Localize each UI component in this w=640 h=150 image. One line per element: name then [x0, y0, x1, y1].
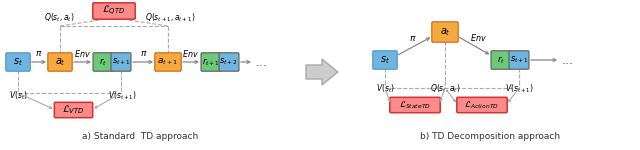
Text: $\mathcal{L}_{QTD}$: $\mathcal{L}_{QTD}$ — [102, 4, 125, 18]
Text: $V(s_t)$: $V(s_t)$ — [376, 82, 394, 95]
FancyBboxPatch shape — [54, 102, 93, 118]
Text: b) TD Decomposition approach: b) TD Decomposition approach — [420, 132, 560, 141]
FancyBboxPatch shape — [201, 53, 221, 71]
FancyBboxPatch shape — [509, 51, 529, 69]
Text: $a_{t+1}$: $a_{t+1}$ — [157, 57, 179, 67]
FancyBboxPatch shape — [457, 97, 507, 113]
FancyBboxPatch shape — [93, 3, 135, 19]
Text: $V(s_{t+1})$: $V(s_{t+1})$ — [108, 89, 136, 102]
FancyBboxPatch shape — [48, 53, 72, 71]
FancyBboxPatch shape — [155, 53, 181, 71]
Text: a) Standard  TD approach: a) Standard TD approach — [82, 132, 198, 141]
Polygon shape — [306, 59, 338, 85]
FancyBboxPatch shape — [6, 53, 30, 71]
Text: $\mathcal{L}_{VTD}$: $\mathcal{L}_{VTD}$ — [62, 104, 84, 116]
Text: $Env$: $Env$ — [74, 48, 91, 59]
Text: $r_t$: $r_t$ — [99, 56, 107, 68]
Text: $\pi$: $\pi$ — [35, 50, 43, 58]
Text: ...: ... — [562, 54, 574, 66]
Text: $Env$: $Env$ — [470, 32, 486, 43]
FancyBboxPatch shape — [390, 97, 440, 113]
Text: $\mathcal{L}_{ActionTD}$: $\mathcal{L}_{ActionTD}$ — [465, 99, 500, 111]
Text: $Env$: $Env$ — [182, 48, 199, 59]
Text: ...: ... — [256, 56, 268, 69]
Text: $\pi$: $\pi$ — [140, 50, 147, 58]
Text: $s_{t+2}$: $s_{t+2}$ — [220, 57, 239, 67]
Text: $Q(s_{t+1}, a_{t+1})$: $Q(s_{t+1}, a_{t+1})$ — [145, 12, 195, 24]
Text: $\mathcal{L}_{StateTD}$: $\mathcal{L}_{StateTD}$ — [399, 99, 431, 111]
Text: $Q(s_t, a_t)$: $Q(s_t, a_t)$ — [44, 12, 74, 24]
Text: $Q(s_t, a_t)$: $Q(s_t, a_t)$ — [429, 82, 460, 95]
FancyBboxPatch shape — [111, 53, 131, 71]
Text: $s_t$: $s_t$ — [380, 54, 390, 66]
FancyBboxPatch shape — [432, 22, 458, 42]
Text: $s_t$: $s_t$ — [13, 56, 23, 68]
Text: $\pi$: $\pi$ — [409, 34, 417, 43]
Text: $s_{t+1}$: $s_{t+1}$ — [509, 55, 529, 65]
Text: $V(s_{t+1})$: $V(s_{t+1})$ — [504, 82, 533, 95]
Text: $a_t$: $a_t$ — [54, 56, 65, 68]
Text: $r_t$: $r_t$ — [497, 54, 505, 66]
FancyBboxPatch shape — [219, 53, 239, 71]
FancyBboxPatch shape — [372, 51, 397, 69]
Text: $r_{t+1}$: $r_{t+1}$ — [202, 56, 220, 68]
Text: $a_t$: $a_t$ — [440, 26, 451, 38]
FancyBboxPatch shape — [93, 53, 113, 71]
FancyBboxPatch shape — [491, 51, 511, 69]
Text: $V(s_t)$: $V(s_t)$ — [8, 89, 28, 102]
Text: $s_{t+1}$: $s_{t+1}$ — [111, 57, 131, 67]
